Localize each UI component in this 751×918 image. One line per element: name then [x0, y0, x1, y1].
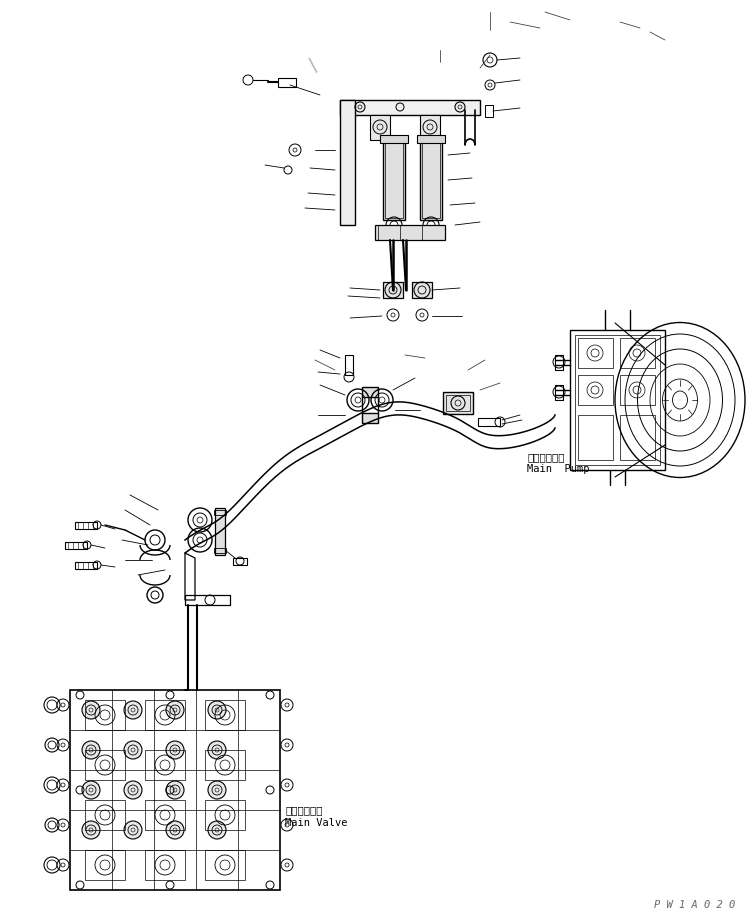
- Polygon shape: [340, 100, 480, 115]
- Circle shape: [208, 821, 226, 839]
- Bar: [555, 385, 563, 400]
- Circle shape: [124, 781, 142, 799]
- Bar: [145, 850, 185, 880]
- Bar: [375, 225, 445, 240]
- Bar: [85, 700, 125, 730]
- Bar: [555, 355, 563, 370]
- Bar: [420, 140, 442, 220]
- Bar: [205, 800, 245, 830]
- Bar: [422, 142, 440, 218]
- Bar: [380, 135, 408, 143]
- Bar: [575, 335, 660, 465]
- Circle shape: [166, 701, 184, 719]
- Circle shape: [208, 781, 226, 799]
- Circle shape: [82, 741, 100, 759]
- Circle shape: [82, 701, 100, 719]
- Circle shape: [208, 701, 226, 719]
- Bar: [205, 700, 245, 730]
- Bar: [485, 105, 493, 117]
- Bar: [383, 140, 405, 220]
- Bar: [233, 558, 247, 565]
- Bar: [145, 750, 185, 780]
- Circle shape: [82, 821, 100, 839]
- Bar: [75, 562, 97, 569]
- Polygon shape: [340, 100, 355, 225]
- Bar: [85, 850, 125, 880]
- Bar: [570, 330, 665, 470]
- Bar: [145, 700, 185, 730]
- Text: Main  Pump: Main Pump: [527, 464, 590, 474]
- Polygon shape: [215, 508, 225, 555]
- Circle shape: [166, 821, 184, 839]
- Bar: [383, 282, 403, 298]
- Bar: [145, 800, 185, 830]
- Bar: [443, 392, 473, 414]
- Bar: [578, 415, 613, 460]
- Bar: [620, 375, 655, 405]
- Text: /: /: [305, 56, 323, 74]
- Circle shape: [166, 741, 184, 759]
- Bar: [362, 387, 378, 397]
- Bar: [446, 395, 470, 411]
- Bar: [345, 355, 353, 375]
- Bar: [417, 135, 445, 143]
- Bar: [478, 418, 500, 426]
- Bar: [578, 375, 613, 405]
- Text: メインポンプ: メインポンプ: [527, 452, 565, 462]
- Bar: [385, 142, 403, 218]
- Bar: [412, 282, 432, 298]
- Bar: [370, 115, 390, 140]
- Bar: [205, 750, 245, 780]
- Circle shape: [124, 821, 142, 839]
- Bar: [620, 415, 655, 460]
- Circle shape: [166, 781, 184, 799]
- Circle shape: [208, 741, 226, 759]
- Bar: [420, 115, 440, 140]
- Bar: [75, 522, 97, 529]
- Circle shape: [124, 701, 142, 719]
- Bar: [85, 750, 125, 780]
- Bar: [362, 413, 378, 423]
- Text: Main Valve: Main Valve: [285, 818, 348, 828]
- Bar: [70, 690, 280, 890]
- Bar: [65, 542, 87, 549]
- Text: P W 1 A 0 2 0: P W 1 A 0 2 0: [654, 900, 736, 910]
- Bar: [620, 338, 655, 368]
- Circle shape: [124, 741, 142, 759]
- Bar: [578, 338, 613, 368]
- Circle shape: [82, 781, 100, 799]
- Bar: [278, 78, 296, 87]
- Bar: [85, 800, 125, 830]
- Text: メインバルブ: メインバルブ: [285, 805, 322, 815]
- Bar: [205, 850, 245, 880]
